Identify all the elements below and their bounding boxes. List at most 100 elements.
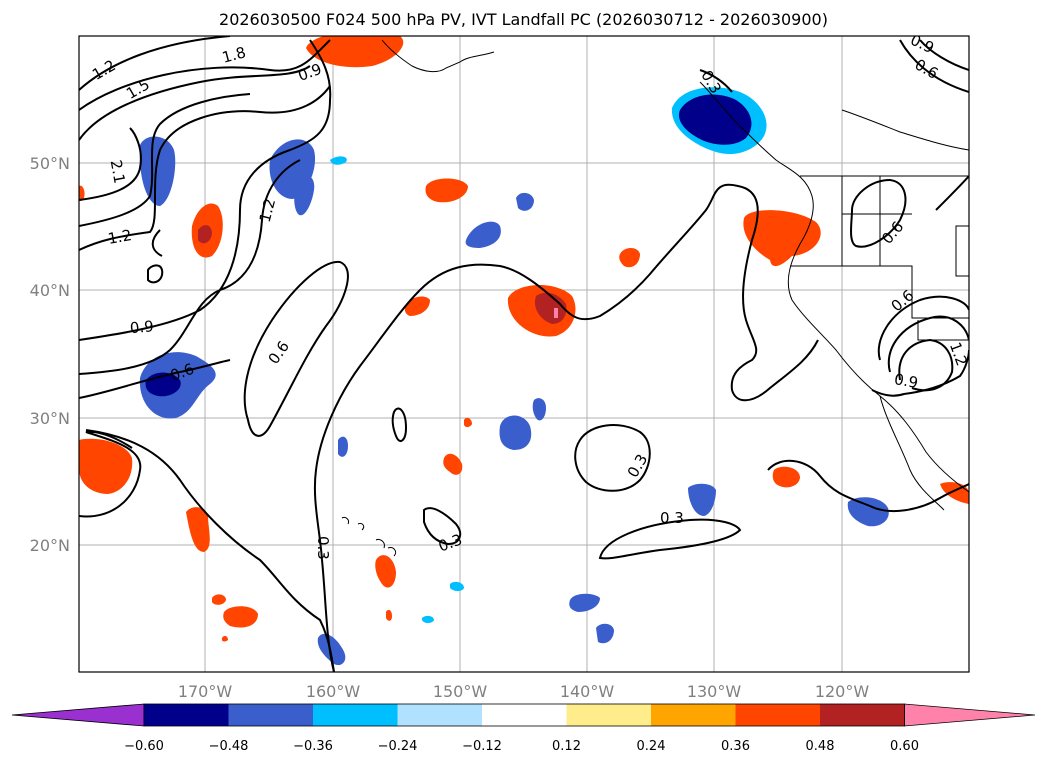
lon-label-160w: 160°W (306, 682, 361, 701)
colorbar-tick-label: 0.60 (890, 739, 919, 754)
anomaly-blob (464, 417, 472, 427)
colorbar-tick-label: 0.36 (721, 739, 750, 754)
colorbar-tick-label: 0.48 (806, 739, 835, 754)
anomaly-blob (186, 507, 210, 552)
colorbar-tick-label: 0.12 (552, 739, 581, 754)
anomaly-blob (212, 594, 226, 605)
colorbar-extend-left (11, 703, 145, 727)
anomaly-blob (450, 581, 464, 591)
lon-label-170w: 170°W (178, 682, 233, 701)
anomaly-blob (375, 555, 396, 588)
colorbar-tick-label: −0.36 (293, 739, 333, 754)
lat-label-20n: 20°N (30, 536, 70, 555)
contour-line (877, 295, 969, 361)
anomaly-blob (678, 94, 752, 145)
contour-line (850, 178, 907, 248)
map-frame (78, 35, 970, 673)
anomaly-blob (465, 221, 501, 248)
contour-line (85, 429, 335, 672)
anomaly-blob (330, 156, 347, 165)
contour-label: 0.9 (129, 317, 154, 337)
contour-line (699, 69, 733, 93)
contour-label: 0.3 (314, 536, 332, 560)
lat-label-40n: 40°N (30, 281, 70, 300)
contour-line (79, 39, 332, 341)
contour-line (919, 39, 969, 71)
anomaly-blob (139, 136, 176, 206)
gridlines (79, 36, 969, 672)
anomaly-blob (569, 593, 600, 612)
anomaly-blob (688, 483, 716, 516)
anomaly-blob (222, 635, 228, 642)
colorbar-segment (735, 704, 820, 726)
anomaly-blob (404, 296, 430, 316)
state-borders (917, 320, 969, 341)
colorbar-segment (482, 704, 567, 726)
anomaly-blob (79, 185, 85, 201)
colorbar-segment (144, 704, 229, 726)
contour-line (147, 229, 164, 284)
anomaly-blob (772, 466, 800, 488)
anomaly-blob (554, 308, 558, 318)
contour-line (79, 36, 231, 91)
contour-line (79, 359, 231, 399)
colorbar-segment (566, 704, 651, 726)
latitude-labels: 50°N 40°N 30°N 20°N (30, 154, 70, 555)
contour-line (423, 507, 462, 546)
anomaly-blob (516, 192, 534, 211)
colorbar: −0.60 −0.48 −0.36 −0.24 −0.12 0.12 0.24 … (11, 703, 1036, 754)
colorbar-outline (143, 703, 905, 727)
contour-label: 1.2 (256, 197, 280, 225)
contour-label: 0.9 (893, 370, 920, 392)
map-background (79, 36, 969, 672)
lat-label-50n: 50°N (30, 154, 70, 173)
colorbar-tick-label: −0.48 (209, 739, 249, 754)
province-border (841, 109, 969, 151)
contour-label: 2.1 (107, 158, 129, 185)
coastline-baja (879, 395, 945, 511)
anomaly-blob (306, 36, 404, 68)
anomaly-blob (847, 497, 889, 527)
anomaly-blob (534, 292, 567, 324)
lon-label-150w: 150°W (433, 682, 488, 701)
longitude-labels: 170°W 160°W 150°W 140°W 130°W 120°W (178, 682, 870, 701)
contour-line (898, 338, 954, 392)
anomaly-blob (294, 175, 315, 216)
colorbar-segment (397, 704, 482, 726)
contour-line (313, 183, 819, 672)
lon-label-130w: 130°W (687, 682, 742, 701)
contour-label: 1.8 (220, 43, 248, 67)
colorbar-segment (651, 704, 736, 726)
contour-line (79, 159, 301, 375)
positive-anomalies (79, 36, 969, 642)
anomaly-blob (532, 398, 546, 421)
colorbar-tick-label: −0.24 (378, 739, 418, 754)
anomaly-blob (425, 178, 468, 203)
state-borders (841, 176, 912, 266)
anomaly-blob (422, 615, 434, 623)
contour-label: 0.3 (660, 509, 684, 527)
contour-line (79, 430, 142, 518)
coastline-alaska (381, 39, 495, 73)
contour-label: 1.2 (946, 340, 971, 369)
coastlines (341, 39, 969, 557)
anomaly-blob (743, 210, 821, 267)
anomaly-blob (198, 225, 212, 244)
state-borders (790, 265, 969, 319)
anomaly-blob (79, 438, 133, 494)
anomaly-blob (386, 609, 392, 621)
colorbar-segment (820, 704, 905, 726)
contour-label: 1.2 (106, 226, 133, 248)
anomaly-blob (317, 633, 346, 666)
contour-line (391, 407, 408, 443)
contour-line (79, 39, 331, 111)
lon-label-120w: 120°W (815, 682, 870, 701)
map-title: 2026030500 F024 500 hPa PV, IVT Landfall… (219, 10, 828, 29)
contour-line (871, 349, 969, 397)
anomaly-blob (499, 415, 532, 450)
contour-line (79, 127, 142, 201)
anomaly-blob (596, 623, 614, 644)
contour-line (243, 260, 349, 437)
state-borders (955, 225, 969, 277)
